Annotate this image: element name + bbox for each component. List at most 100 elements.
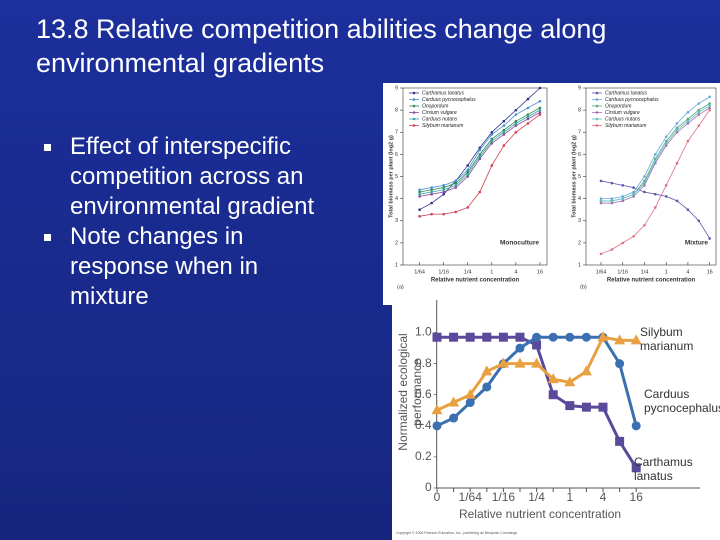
data-point xyxy=(449,413,459,423)
y-tick-label: 6 xyxy=(395,152,398,158)
data-point xyxy=(497,357,509,368)
legend-label: Silybum marianum xyxy=(422,123,463,129)
series-label: Carduus pycnocephalus xyxy=(644,387,720,415)
x-tick-label: 1 xyxy=(566,490,573,504)
y-tick-label: 0.2 xyxy=(415,449,432,463)
copyright: Copyright © 2006 Pearson Education, Inc.… xyxy=(396,531,517,535)
y-tick-label: 5 xyxy=(578,174,581,180)
y-tick-label: 9 xyxy=(395,85,398,91)
data-point xyxy=(526,122,530,125)
panel-label: (b) xyxy=(580,284,587,290)
data-point xyxy=(464,388,476,399)
data-point xyxy=(526,113,530,116)
y-axis-title: Total biomass per plant (log2 g) xyxy=(571,135,577,218)
x-tick-label: 1/64 xyxy=(596,269,607,275)
data-point xyxy=(482,382,492,392)
data-point xyxy=(538,99,542,103)
legend-label: Carthamus lanatus xyxy=(605,90,647,96)
x-tick-label: 1/4 xyxy=(641,269,649,275)
data-point xyxy=(675,122,679,125)
data-point xyxy=(631,421,641,431)
data-point xyxy=(418,188,421,192)
x-axis-title: Relative nutrient concentration xyxy=(459,507,621,521)
legend-marker xyxy=(412,124,416,127)
data-point xyxy=(686,117,690,121)
data-point xyxy=(697,219,701,223)
legend-label: Silybum marianum xyxy=(605,123,646,129)
data-point xyxy=(697,108,701,112)
data-point xyxy=(675,161,679,165)
y-tick-label: 3 xyxy=(395,218,398,224)
data-point xyxy=(478,146,482,150)
data-point xyxy=(697,124,701,127)
data-point xyxy=(548,390,558,400)
y-axis-title: Normalized ecological performance xyxy=(396,333,424,451)
data-point xyxy=(454,181,458,185)
data-point xyxy=(502,144,506,147)
data-point xyxy=(515,343,525,353)
data-point xyxy=(686,119,690,123)
data-point xyxy=(686,122,690,125)
data-point xyxy=(465,332,475,342)
data-point xyxy=(643,223,646,227)
data-point xyxy=(664,135,668,138)
x-tick-label: 1/16 xyxy=(617,269,628,275)
data-point xyxy=(466,206,470,209)
x-tick-label: 4 xyxy=(686,269,689,275)
data-point xyxy=(697,111,701,114)
data-point xyxy=(538,86,542,90)
data-point xyxy=(621,197,625,200)
data-point xyxy=(432,332,442,342)
data-point xyxy=(466,175,470,178)
data-point xyxy=(538,111,542,114)
data-point xyxy=(664,142,668,145)
data-point xyxy=(708,106,711,110)
data-point xyxy=(490,139,494,143)
data-point xyxy=(498,332,508,342)
data-point xyxy=(597,331,609,342)
data-point xyxy=(654,206,657,209)
data-point xyxy=(430,192,433,196)
y-tick-label: 0.6 xyxy=(415,387,432,401)
x-tick-label: 1/16 xyxy=(438,269,449,275)
data-point xyxy=(581,332,591,342)
data-point xyxy=(547,373,559,384)
y-tick-label: 1.0 xyxy=(415,325,432,339)
legend-marker xyxy=(412,117,416,121)
x-tick-label: 1/4 xyxy=(528,490,545,504)
series-label: Carthamus lanatus xyxy=(634,455,693,483)
legend-label: Cirsium vulgare xyxy=(422,110,457,116)
data-point xyxy=(514,130,518,134)
data-point xyxy=(514,113,518,116)
data-point xyxy=(615,436,625,446)
data-point xyxy=(502,119,506,123)
data-point xyxy=(643,181,646,185)
data-point xyxy=(538,108,542,112)
legend-marker xyxy=(595,111,599,114)
data-point xyxy=(418,192,421,196)
data-point xyxy=(548,332,558,342)
data-point xyxy=(418,208,421,211)
y-tick-label: 8 xyxy=(395,108,398,114)
data-point xyxy=(614,334,626,345)
data-point xyxy=(454,184,458,187)
data-point xyxy=(632,195,635,198)
data-point xyxy=(432,421,442,431)
data-point xyxy=(478,155,482,158)
y-tick-label: 0.8 xyxy=(415,356,432,370)
data-point xyxy=(490,164,494,167)
data-point xyxy=(502,124,506,127)
data-point xyxy=(442,190,445,194)
y-tick-label: 5 xyxy=(395,174,398,180)
data-point xyxy=(454,210,458,214)
data-point xyxy=(610,197,614,200)
data-point xyxy=(526,117,530,121)
data-point xyxy=(454,179,458,183)
data-point xyxy=(490,133,494,136)
legend-marker xyxy=(595,117,599,121)
data-point xyxy=(654,192,657,196)
x-tick-label: 4 xyxy=(600,490,607,504)
x-tick-label: 16 xyxy=(707,269,713,275)
data-point xyxy=(615,359,625,369)
data-point xyxy=(502,133,506,136)
